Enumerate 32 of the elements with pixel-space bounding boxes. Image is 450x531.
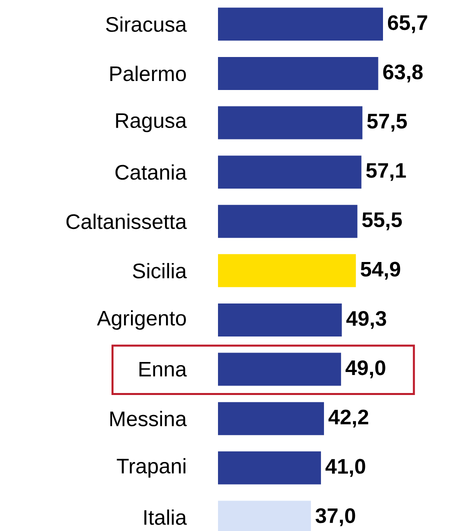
y-tick-label: Ragusa [116,113,187,132]
bar [218,402,324,436]
data-label: 57,5 [367,114,407,132]
data-label: 54,9 [360,262,400,280]
bar [218,303,342,336]
data-label: 55,5 [362,212,402,230]
y-tick-label: Trapani [116,458,186,478]
bar [218,156,362,189]
data-label: 37,0 [316,508,356,526]
bar [218,352,342,386]
data-label: 63,8 [383,64,423,82]
bar [218,8,383,41]
data-label: 49,3 [346,311,386,329]
data-label: 57,1 [366,163,406,181]
y-tick-label: Siracusa [106,16,187,32]
bar [218,254,356,288]
y-tick-label: Caltanissetta [66,214,187,230]
y-tick-label: Catania [115,164,187,180]
bar [218,204,358,238]
bar [218,106,362,140]
data-label: 49,0 [346,360,386,378]
data-label: 41,0 [325,458,366,477]
y-tick-label: Enna [139,362,187,377]
data-label: 65,7 [388,15,428,34]
y-tick-label: Agrigento [96,310,186,330]
data-label: 42,2 [328,410,368,428]
bar [218,56,378,90]
y-tick-label: Italia [144,509,187,525]
y-tick-label: Sicilia [132,262,187,278]
y-tick-label: Palermo [110,66,186,82]
bar [218,451,321,484]
y-tick-label: Messina [110,410,187,426]
